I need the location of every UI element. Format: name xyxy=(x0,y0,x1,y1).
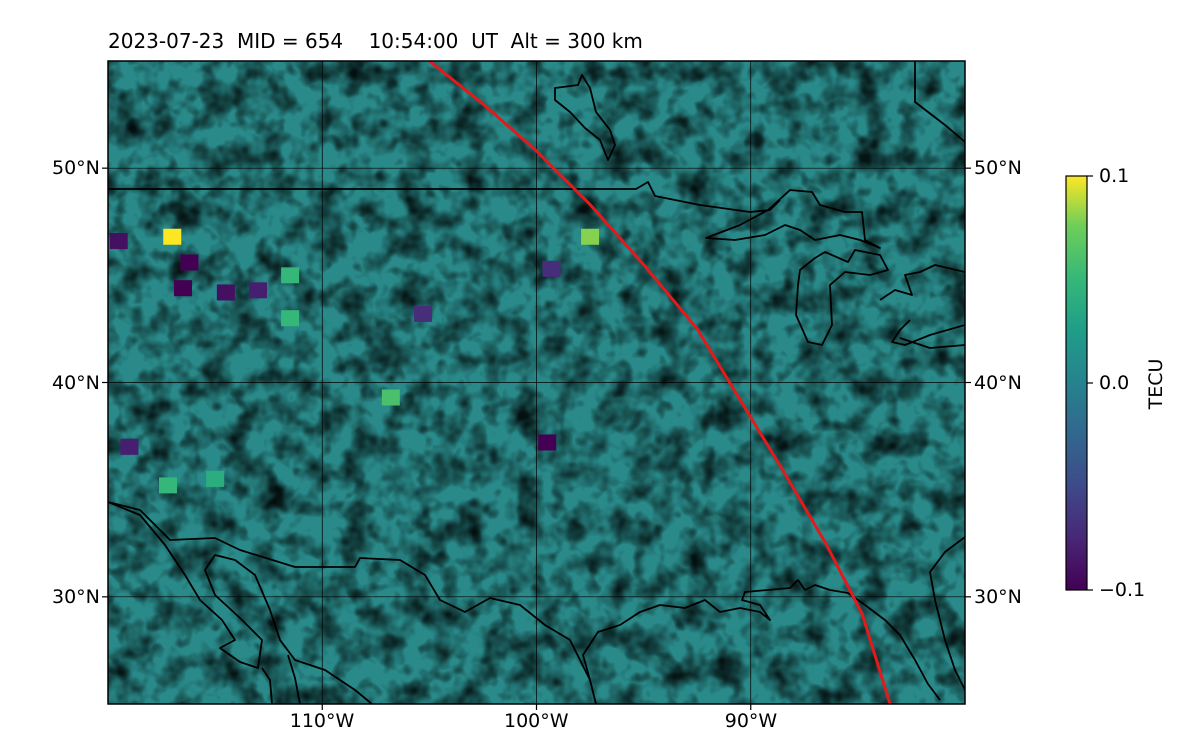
colorbar-ticks xyxy=(1087,175,1093,591)
anomaly-7 xyxy=(120,438,139,455)
lake-winnipeg xyxy=(554,74,616,161)
us-mexico-border xyxy=(108,501,591,681)
gulf-of-california xyxy=(261,667,273,704)
terminator-line xyxy=(428,61,892,704)
coastlines-borders xyxy=(108,61,965,704)
lake-huron xyxy=(879,264,965,346)
anomaly-2 xyxy=(173,280,192,297)
plot-title: 2023-07-23 MID = 654 10:54:00 UT Alt = 3… xyxy=(108,29,643,53)
colorbar xyxy=(1066,176,1087,590)
anomaly-6 xyxy=(158,477,177,494)
anomaly-4 xyxy=(248,282,267,299)
colorbar-label: TECU xyxy=(1145,358,1167,410)
hudson-bay-shore xyxy=(914,61,965,143)
gridlines xyxy=(108,61,965,704)
anomaly-5 xyxy=(109,233,128,250)
lon-tick-label: 100°W xyxy=(504,710,569,732)
mainland-mexico-coast xyxy=(287,654,301,704)
colorbar-tick-label: 0.1 xyxy=(1099,165,1130,187)
anomaly-1 xyxy=(180,254,199,271)
colorbar-tick-label: −0.1 xyxy=(1099,579,1146,601)
anomaly-14 xyxy=(281,310,300,327)
anomaly-12 xyxy=(281,267,300,284)
anomaly-8 xyxy=(538,434,557,451)
lat-tick-label-left: 40°N xyxy=(52,371,100,394)
axis-ticks xyxy=(102,167,971,710)
lon-tick-label: 90°W xyxy=(724,710,778,732)
lat-tick-label-left: 50°N xyxy=(52,157,100,180)
anomaly-13 xyxy=(206,470,225,487)
lat-tick-label-right: 30°N xyxy=(974,585,1022,608)
anomaly-15 xyxy=(381,389,400,406)
anomaly-3 xyxy=(216,284,235,301)
pacific-coast xyxy=(108,501,373,704)
lat-tick-label-left: 30°N xyxy=(52,585,100,608)
anomaly-11 xyxy=(542,260,561,277)
gulf-coast xyxy=(582,579,941,704)
lat-tick-label-right: 50°N xyxy=(974,157,1022,180)
tec-field xyxy=(108,61,965,704)
florida-coast xyxy=(929,536,965,691)
anomaly-0 xyxy=(163,228,182,245)
anomaly-10 xyxy=(581,228,600,245)
anomaly-patches xyxy=(109,228,600,494)
anomaly-9 xyxy=(413,305,432,322)
colorbar-tick-label: 0.0 xyxy=(1099,372,1130,394)
lon-tick-label: 110°W xyxy=(289,710,355,732)
lat-tick-label-right: 40°N xyxy=(974,371,1022,394)
lake-erie xyxy=(899,337,965,349)
lake-michigan xyxy=(795,249,889,346)
lake-superior xyxy=(705,189,881,249)
